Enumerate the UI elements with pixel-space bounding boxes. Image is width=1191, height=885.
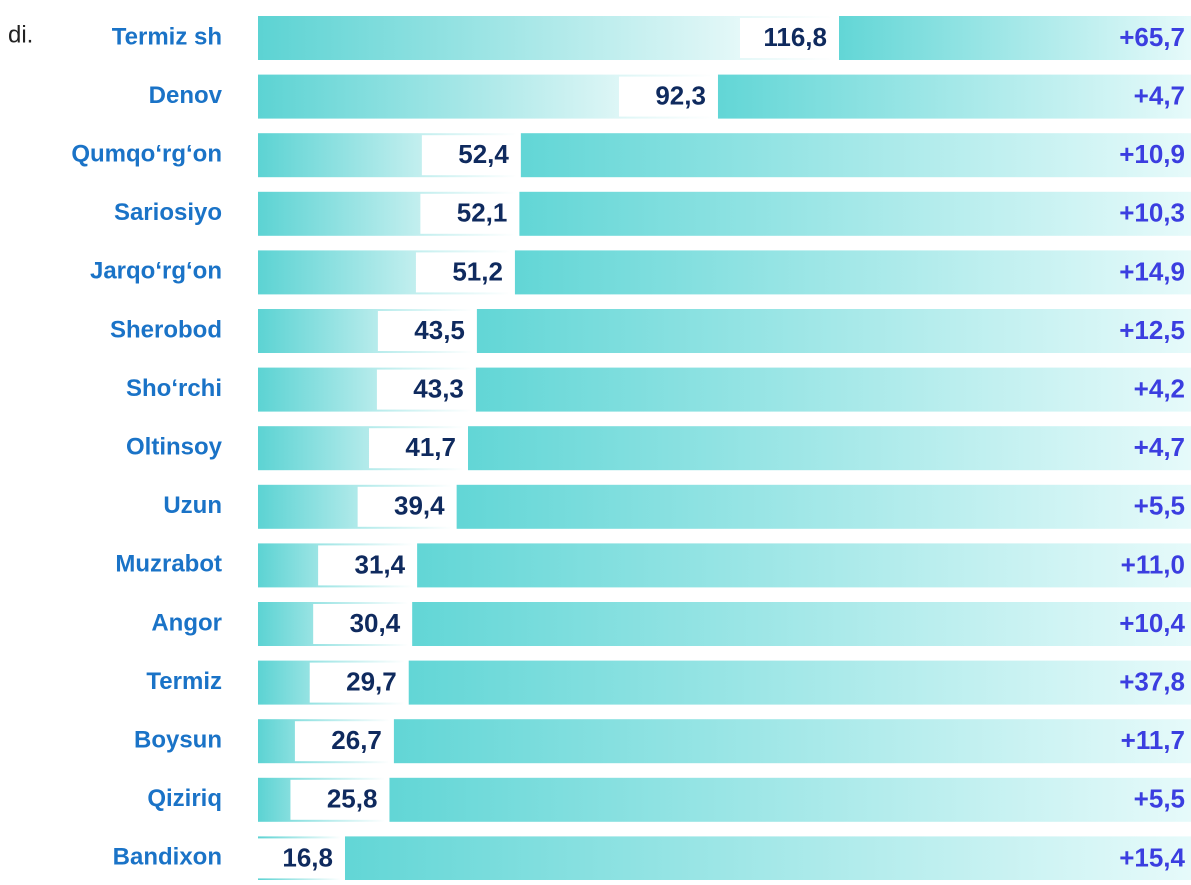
category-label: Sherobod xyxy=(110,316,222,343)
label-box xyxy=(415,252,511,293)
label-box xyxy=(420,193,516,234)
value-label: 116,8 xyxy=(763,22,827,52)
label-box xyxy=(290,779,386,820)
bar-rest xyxy=(520,133,1191,178)
category-label: Sho‘rchi xyxy=(126,375,222,402)
bar-rest xyxy=(717,74,1191,119)
bar-rest xyxy=(475,367,1191,412)
category-label: Denov xyxy=(149,82,223,109)
bar-rest xyxy=(514,250,1191,295)
value-label: 92,3 xyxy=(655,80,706,110)
bar-rest xyxy=(476,309,1191,353)
category-label: Muzrabot xyxy=(115,551,222,578)
bar-rest xyxy=(412,602,1191,646)
change-label: +10,9 xyxy=(1119,139,1185,169)
change-label: +4,7 xyxy=(1134,80,1185,110)
value-label: 30,4 xyxy=(350,608,401,638)
label-box xyxy=(376,369,472,410)
value-label: 51,2 xyxy=(452,256,503,286)
change-label: +15,4 xyxy=(1119,842,1185,872)
bar-rest xyxy=(393,719,1191,764)
change-label: +37,8 xyxy=(1119,666,1185,696)
category-label: Oltinsoy xyxy=(126,434,223,461)
change-label: +5,5 xyxy=(1134,491,1185,521)
note: di. xyxy=(8,21,33,48)
label-box xyxy=(294,721,390,762)
label-box xyxy=(313,604,409,644)
value-label: 25,8 xyxy=(327,784,378,814)
label-box xyxy=(309,662,405,703)
category-label: Bandixon xyxy=(113,844,222,871)
bar-rest xyxy=(417,543,1191,588)
category-label: Boysun xyxy=(134,727,222,754)
change-label: +14,9 xyxy=(1119,256,1185,286)
change-label: +10,3 xyxy=(1119,198,1185,228)
category-label: Qumqo‘rg‘on xyxy=(71,141,222,168)
change-label: +12,5 xyxy=(1119,315,1185,345)
bar-rest xyxy=(839,16,1191,60)
value-label: 43,5 xyxy=(414,315,465,345)
change-label: +10,4 xyxy=(1119,608,1185,638)
label-box xyxy=(740,18,835,58)
label-box xyxy=(357,486,453,527)
category-label: Qiziriq xyxy=(147,785,222,812)
label-box xyxy=(258,838,341,879)
value-label: 39,4 xyxy=(394,491,445,521)
value-label: 52,4 xyxy=(458,139,509,169)
change-label: +11,0 xyxy=(1121,549,1185,579)
category-label: Angor xyxy=(151,609,222,636)
category-label: Sariosiyo xyxy=(114,199,222,226)
value-label: 16,8 xyxy=(282,842,333,872)
category-label: Termiz sh xyxy=(112,23,222,50)
label-box xyxy=(369,428,465,469)
change-label: +4,2 xyxy=(1134,373,1185,403)
value-label: 41,7 xyxy=(405,432,456,462)
category-label: Termiz xyxy=(146,668,222,695)
bar-rest xyxy=(456,484,1191,529)
label-box xyxy=(618,76,714,117)
value-label: 31,4 xyxy=(355,549,406,579)
value-label: 52,1 xyxy=(457,198,508,228)
change-label: +11,7 xyxy=(1121,725,1185,755)
bar-rest xyxy=(344,836,1191,881)
bar-rest xyxy=(408,660,1191,705)
change-label: +4,7 xyxy=(1134,432,1185,462)
bar-rest xyxy=(519,191,1191,236)
category-label: Uzun xyxy=(163,492,222,519)
change-label: +65,7 xyxy=(1119,22,1185,52)
value-label: 29,7 xyxy=(346,666,397,696)
category-label: Jarqo‘rg‘on xyxy=(90,258,222,285)
bar xyxy=(258,16,835,60)
bar-rest xyxy=(389,777,1191,822)
label-box xyxy=(421,135,517,176)
value-label: 26,7 xyxy=(331,725,382,755)
label-box xyxy=(377,311,473,351)
bar-rest xyxy=(468,426,1191,471)
value-label: 43,3 xyxy=(413,373,464,403)
change-label: +5,5 xyxy=(1134,784,1185,814)
label-box xyxy=(318,545,414,586)
